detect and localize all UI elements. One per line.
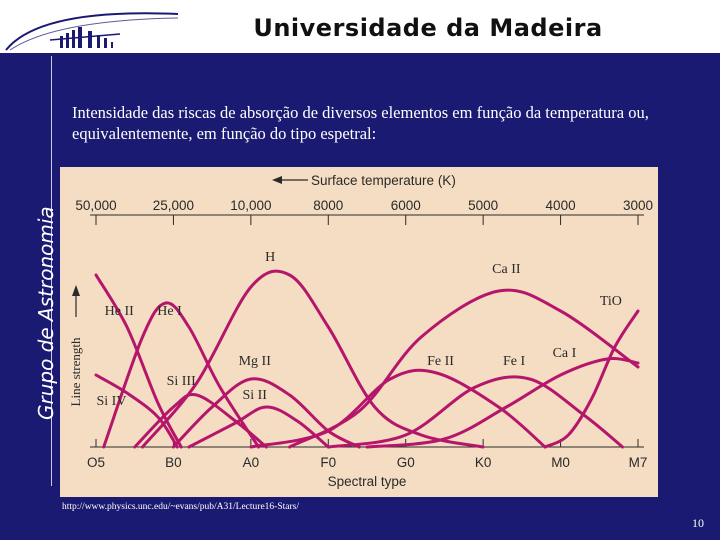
curve-label-he-ii: He II <box>105 304 134 319</box>
curve-tio <box>543 309 640 449</box>
curve-he-ii <box>94 273 183 449</box>
x-tick-label: A0 <box>243 455 260 470</box>
curve-fe-i <box>326 375 624 449</box>
side-divider <box>51 56 52 486</box>
curve-mg-ii <box>171 377 361 449</box>
top-axis-arrowhead <box>272 176 282 184</box>
curve-label-h: H <box>265 250 275 265</box>
curve-si-ii <box>187 405 330 449</box>
top-tick-label: 10,000 <box>230 198 271 213</box>
top-tick-label: 3000 <box>623 198 653 213</box>
curve-si-iv <box>94 373 179 449</box>
x-tick-label: O5 <box>87 455 105 470</box>
absorption-line-chart: Surface temperature (K) 50,000 25,000 10,00… <box>68 173 653 489</box>
x-tick-label: G0 <box>397 455 415 470</box>
curve-he-i <box>102 301 261 449</box>
curve-label-fe-i: Fe I <box>503 354 525 369</box>
curve-label-fe-ii: Fe II <box>427 354 454 369</box>
top-axis-label: Surface temperature (K) <box>311 173 456 188</box>
curve-label-ca-i: Ca I <box>553 346 577 361</box>
page-number: 10 <box>692 516 704 530</box>
top-tick-label: 50,000 <box>75 198 116 213</box>
chart-panel: Surface temperature (K) 50,000 25,000 10,00… <box>60 167 658 497</box>
x-tick-label: K0 <box>475 455 492 470</box>
curve-label-mg-ii: Mg II <box>239 354 272 369</box>
top-tick-label: 5000 <box>468 198 498 213</box>
curve-label-ca-ii: Ca II <box>492 262 521 277</box>
curve-ca-ii <box>288 288 640 449</box>
curve-label-si-ii: Si II <box>242 388 267 403</box>
university-logo-icon <box>5 12 179 51</box>
x-tick-label: M7 <box>629 455 648 470</box>
page-title: Universidade da Madeira <box>253 14 603 42</box>
side-label: Grupo de Astronomia <box>34 206 58 420</box>
x-axis-label: Spectral type <box>328 474 407 489</box>
curve-label-si-iv: Si IV <box>97 394 127 409</box>
top-tick-label: 6000 <box>391 198 421 213</box>
curve-label-si-iii: Si III <box>167 374 197 389</box>
curve-fe-ii <box>249 368 547 449</box>
header-bar: Universidade da Madeira <box>0 0 720 56</box>
top-tick-label: 8000 <box>313 198 343 213</box>
x-tick-label: F0 <box>320 455 336 470</box>
curve-h <box>141 269 485 449</box>
y-axis-label: Line strength <box>68 337 83 406</box>
curve-label-he-i: He I <box>157 304 182 319</box>
curve-label-tio: TiO <box>600 294 622 309</box>
x-tick-label: M0 <box>551 455 570 470</box>
top-tick-label: 25,000 <box>153 198 194 213</box>
source-link[interactable]: http://www.physics.unc.edu/~evans/pub/A3… <box>62 502 299 512</box>
y-axis-arrowhead <box>72 285 80 296</box>
x-tick-label: B0 <box>165 455 182 470</box>
top-tick-label: 4000 <box>546 198 576 213</box>
curve-si-iii <box>133 393 268 449</box>
intro-text: Intensidade das riscas de absorção de di… <box>72 103 649 143</box>
